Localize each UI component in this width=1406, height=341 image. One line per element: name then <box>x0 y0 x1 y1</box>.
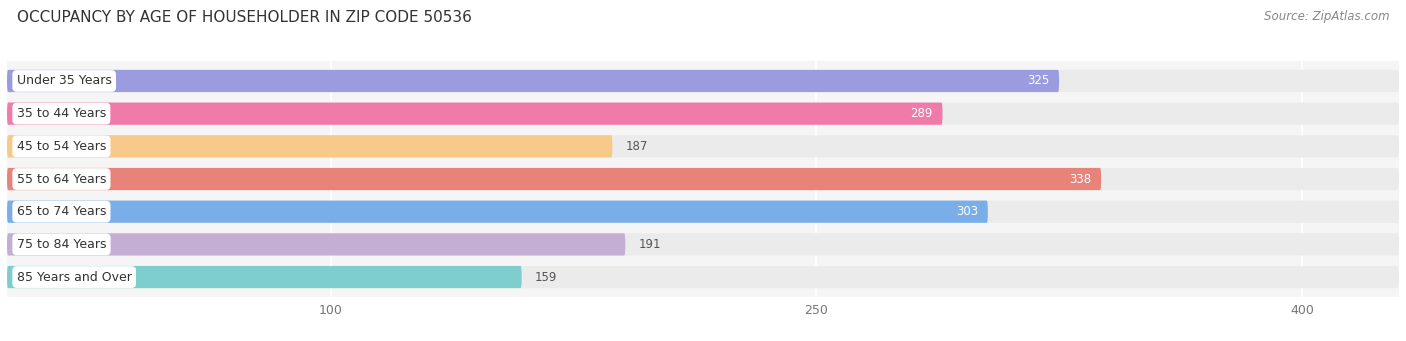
FancyBboxPatch shape <box>7 266 522 288</box>
Text: Under 35 Years: Under 35 Years <box>17 74 111 88</box>
Text: 325: 325 <box>1028 74 1049 88</box>
FancyBboxPatch shape <box>7 201 988 223</box>
FancyBboxPatch shape <box>7 233 1399 255</box>
Text: 303: 303 <box>956 205 979 218</box>
Text: 75 to 84 Years: 75 to 84 Years <box>17 238 107 251</box>
Text: 55 to 64 Years: 55 to 64 Years <box>17 173 105 186</box>
Text: 35 to 44 Years: 35 to 44 Years <box>17 107 105 120</box>
Text: OCCUPANCY BY AGE OF HOUSEHOLDER IN ZIP CODE 50536: OCCUPANCY BY AGE OF HOUSEHOLDER IN ZIP C… <box>17 10 472 25</box>
FancyBboxPatch shape <box>7 103 1399 125</box>
Text: 85 Years and Over: 85 Years and Over <box>17 270 132 284</box>
FancyBboxPatch shape <box>7 201 1399 223</box>
FancyBboxPatch shape <box>7 70 1059 92</box>
FancyBboxPatch shape <box>7 168 1101 190</box>
FancyBboxPatch shape <box>7 70 1399 92</box>
Text: 338: 338 <box>1070 173 1091 186</box>
FancyBboxPatch shape <box>7 266 1399 288</box>
Text: 159: 159 <box>534 270 557 284</box>
FancyBboxPatch shape <box>7 103 942 125</box>
FancyBboxPatch shape <box>7 135 613 158</box>
Text: 191: 191 <box>638 238 661 251</box>
FancyBboxPatch shape <box>7 135 1399 158</box>
FancyBboxPatch shape <box>7 233 626 255</box>
Text: 45 to 54 Years: 45 to 54 Years <box>17 140 105 153</box>
Text: 187: 187 <box>626 140 648 153</box>
Text: Source: ZipAtlas.com: Source: ZipAtlas.com <box>1264 10 1389 23</box>
Text: 65 to 74 Years: 65 to 74 Years <box>17 205 105 218</box>
FancyBboxPatch shape <box>7 168 1399 190</box>
Text: 289: 289 <box>911 107 932 120</box>
